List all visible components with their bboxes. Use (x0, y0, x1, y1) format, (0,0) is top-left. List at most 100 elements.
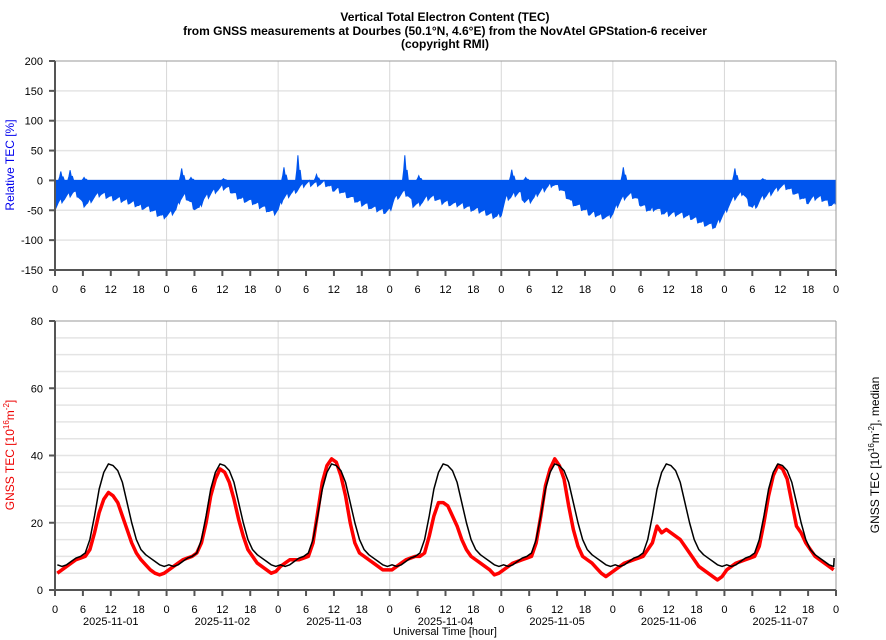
date-label: 2025-11-07 (752, 616, 807, 628)
x-tick-label: 6 (303, 284, 309, 296)
y2label-exponent: 16 (867, 443, 876, 452)
x-tick-label: 0 (833, 284, 839, 296)
x-tick-label: 12 (774, 604, 786, 616)
x-tick-label: 0 (721, 284, 727, 296)
y2label-part: GNSS TEC [10 (868, 452, 882, 533)
chart-title-line2: from GNSS measurements at Dourbes (50.1°… (183, 24, 707, 38)
x-tick-label: 18 (133, 604, 145, 616)
x-tick-label: 0 (164, 284, 170, 296)
y-tick-label: 200 (25, 56, 43, 68)
date-label: 2025-11-06 (641, 616, 696, 628)
x-tick-label: 0 (610, 604, 616, 616)
x-tick-label: 12 (439, 604, 451, 616)
x-tick-label: 6 (80, 284, 86, 296)
y-tick-label: -50 (27, 205, 43, 217)
y-tick-label: 0 (37, 585, 43, 597)
median-tec-line (57, 463, 835, 568)
x-tick-label: 12 (105, 284, 117, 296)
x-tick-label: 18 (579, 284, 591, 296)
y-tick-label: 80 (31, 316, 43, 328)
x-tick-label: 12 (216, 284, 228, 296)
y-tick-label: -150 (21, 265, 43, 277)
date-label: 2025-11-01 (83, 616, 138, 628)
x-tick-label: 0 (610, 284, 616, 296)
x-tick-label: 12 (663, 604, 675, 616)
x-tick-label: 0 (498, 284, 504, 296)
x-tick-label: 12 (439, 284, 451, 296)
ylabel-part: GNSS TEC [10 (3, 429, 17, 510)
x-tick-label: 0 (833, 604, 839, 616)
x-tick-label: 18 (467, 604, 479, 616)
x-tick-label: 6 (638, 604, 644, 616)
x-tick-label: 6 (526, 604, 532, 616)
x-tick-label: 6 (749, 284, 755, 296)
y-tick-label: 150 (25, 86, 43, 98)
x-tick-label: 12 (774, 284, 786, 296)
x-tick-label: 18 (690, 604, 702, 616)
date-label: 2025-11-02 (195, 616, 250, 628)
x-tick-label: 6 (415, 284, 421, 296)
x-tick-label: 6 (191, 284, 197, 296)
x-tick-label: 6 (303, 604, 309, 616)
ylabel-unit-exponent: -2 (2, 403, 11, 411)
chart-title-line1: Vertical Total Electron Content (TEC) (340, 10, 549, 24)
x-tick-label: 6 (80, 604, 86, 616)
x-tick-label: 18 (244, 284, 256, 296)
x-tick-label: 18 (802, 284, 814, 296)
date-label: 2025-11-03 (306, 616, 361, 628)
y2label-close: ], median (868, 377, 882, 426)
ylabel-exponent: 16 (2, 420, 11, 429)
relative-tec-ylabel: Relative TEC [%] (3, 119, 17, 210)
date-label: 2025-11-05 (529, 616, 584, 628)
x-tick-label: 6 (415, 604, 421, 616)
x-tick-label: 18 (356, 604, 368, 616)
x-tick-label: 12 (105, 604, 117, 616)
x-tick-label: 6 (638, 284, 644, 296)
x-tick-label: 12 (328, 604, 340, 616)
ylabel-unit: m (3, 410, 17, 420)
y-tick-label: 100 (25, 116, 43, 128)
relative-tec-area (54, 155, 836, 230)
x-tick-label: 0 (721, 604, 727, 616)
y-tick-label: 0 (37, 175, 43, 187)
y-tick-label: 60 (31, 383, 43, 395)
x-tick-label: 0 (498, 604, 504, 616)
x-tick-label: 18 (690, 284, 702, 296)
x-tick-label: 0 (52, 284, 58, 296)
x-axis-label: Universal Time [hour] (393, 626, 497, 638)
x-tick-label: 0 (275, 604, 281, 616)
x-tick-label: 0 (52, 604, 58, 616)
x-tick-label: 12 (328, 284, 340, 296)
x-tick-label: 18 (467, 284, 479, 296)
median-ylabel: GNSS TEC [1016m-2], median (867, 377, 882, 534)
x-tick-label: 0 (387, 604, 393, 616)
gnss-tec-line (56, 457, 835, 582)
x-tick-label: 18 (579, 604, 591, 616)
x-tick-label: 12 (216, 604, 228, 616)
y-tick-label: 50 (31, 146, 43, 158)
x-tick-label: 12 (551, 284, 563, 296)
date-label: 2025-11-04 (418, 616, 473, 628)
x-tick-label: 12 (663, 284, 675, 296)
x-tick-label: 18 (244, 604, 256, 616)
gnss-tec-ylabel: GNSS TEC [1016m-2] (2, 400, 17, 511)
relative-tec-plot: 200 150 100 50 0 -50 -100 -150 0 6 12 18 0 6 12 18 0 6 12 1… (21, 56, 839, 296)
y-tick-label: 20 (31, 518, 43, 530)
ylabel-close: ] (3, 400, 17, 403)
x-tick-label: 18 (802, 604, 814, 616)
x-tick-label: 18 (133, 284, 145, 296)
y2label-unit: m (868, 433, 882, 443)
chart-title-line3: (copyright RMI) (401, 37, 489, 51)
x-tick-label: 6 (526, 284, 532, 296)
x-tick-label: 12 (551, 604, 563, 616)
x-tick-label: 0 (275, 284, 281, 296)
y2label-unit-exponent: -2 (867, 426, 876, 434)
x-tick-label: 6 (191, 604, 197, 616)
x-tick-label: 18 (356, 284, 368, 296)
x-tick-label: 0 (164, 604, 170, 616)
x-tick-label: 6 (749, 604, 755, 616)
x-tick-label: 0 (387, 284, 393, 296)
y-tick-label: -100 (21, 235, 43, 247)
